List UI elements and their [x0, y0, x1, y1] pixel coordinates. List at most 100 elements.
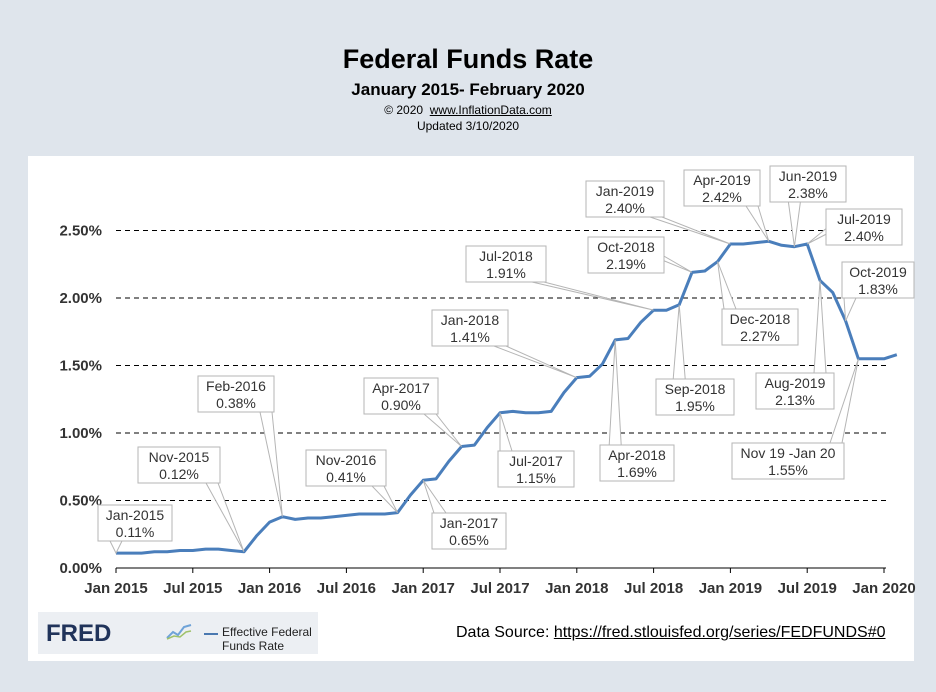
callout-date-label: Jul-2017 [509, 453, 563, 469]
fred-logo: FRED [46, 620, 112, 647]
x-tick-label: Jan 2017 [392, 580, 455, 597]
callout-date-label: Sep-2018 [665, 381, 726, 397]
callout-date-label: Jan-2015 [106, 507, 165, 523]
chart-subtitle: January 2015- February 2020 [351, 80, 585, 99]
callout-box [431, 512, 507, 550]
legend-line-swatch [204, 633, 218, 635]
callout-box [769, 165, 847, 203]
x-tick-label: Jan 2015 [84, 580, 147, 597]
series-line [116, 239, 898, 555]
callout-box [587, 236, 665, 274]
callout-leader [608, 339, 622, 446]
callout-leader [813, 280, 827, 374]
callout-date-label: Jan-2018 [441, 312, 500, 328]
legend-label: Effective Federal Funds Rate [222, 625, 312, 653]
callout-box [655, 378, 735, 416]
callout-leader [843, 297, 857, 322]
copyright-text: © 2020 [384, 103, 424, 117]
callout-date-label: Aug-2019 [765, 375, 826, 391]
callout-leader [717, 261, 737, 310]
callout-box [97, 504, 173, 542]
callout-value-label: 2.13% [775, 392, 815, 408]
y-tick-label: 2.50% [59, 223, 102, 240]
callout-box [465, 245, 547, 283]
callout-value-label: 0.11% [116, 524, 155, 540]
callout-value-label: 1.91% [486, 265, 526, 281]
chart-header: Federal Funds Rate January 2015- Februar… [0, 0, 936, 156]
callout-leader [493, 345, 578, 379]
updated-text: Updated 3/10/2020 [416, 119, 520, 133]
callout-date-label: Dec-2018 [730, 311, 791, 327]
callout-value-label: 1.15% [516, 470, 556, 486]
callout-value-label: 2.40% [844, 228, 884, 244]
callout-date-label: Apr-2017 [372, 380, 430, 396]
callout-value-label: 2.38% [788, 185, 828, 201]
x-tick-label: Jul 2015 [163, 580, 222, 597]
callout-box [363, 377, 439, 415]
callout-box [197, 375, 275, 413]
callout-value-label: 1.69% [617, 464, 657, 480]
callout-box [305, 449, 387, 487]
callout-value-label: 1.95% [675, 398, 715, 414]
callout-date-label: Oct-2019 [849, 264, 907, 280]
y-tick-label: 1.00% [59, 425, 102, 442]
callout-box [841, 261, 915, 299]
x-tick-label: Jan 2018 [545, 580, 608, 597]
chart-title: Federal Funds Rate [342, 44, 594, 74]
callout-leader [787, 201, 801, 247]
callout-leader [672, 304, 686, 380]
callout-box [585, 180, 665, 218]
source-link[interactable]: https://fred.stlouisfed.org/series/FEDFU… [553, 624, 886, 641]
callout-value-label: 1.83% [858, 281, 898, 297]
callout-value-label: 0.90% [381, 397, 421, 413]
data-source: Data Source: https://fred.stlouisfed.org… [456, 624, 886, 642]
callout-value-label: 0.12% [159, 466, 199, 482]
callout-leader [109, 540, 123, 555]
callout-date-label: Nov-2015 [149, 449, 210, 465]
y-tick-label: 2.00% [59, 290, 102, 307]
site-text: www.InflationData.com [429, 103, 552, 117]
x-tick-label: Jul 2017 [470, 580, 529, 597]
x-tick-label: Jul 2019 [778, 580, 837, 597]
callout-box [731, 442, 845, 480]
callout-leader [745, 205, 770, 242]
callout-value-label: 0.38% [216, 395, 256, 411]
callout-leader [531, 281, 654, 311]
callout-leader [370, 485, 399, 513]
callout-box [497, 450, 575, 488]
callout-value-label: 2.40% [605, 200, 645, 216]
x-tick-label: Jul 2018 [624, 580, 683, 597]
callout-value-label: 2.19% [606, 256, 646, 272]
callout-box [825, 208, 903, 246]
callout-value-label: 0.41% [326, 469, 366, 485]
callout-leader [499, 412, 513, 452]
source-label: Data Source: [456, 624, 554, 641]
callout-value-label: 2.27% [740, 328, 780, 344]
y-tick-label: 0.00% [59, 560, 102, 577]
callout-date-label: Apr-2018 [608, 447, 666, 463]
callout-box [683, 169, 761, 207]
x-tick-label: Jan 2019 [699, 580, 762, 597]
callout-date-label: Jan-2017 [440, 515, 499, 531]
callout-leader [205, 482, 245, 553]
callout-box [755, 372, 835, 410]
callout-date-label: Nov 19 -Jan 20 [741, 445, 836, 461]
callout-box [599, 444, 675, 482]
callout-leader [422, 413, 462, 447]
callout-date-label: Jul-2018 [479, 248, 533, 264]
callout-value-label: 0.65% [449, 532, 489, 548]
callout-date-label: Apr-2019 [693, 172, 751, 188]
x-tick-label: Jan 2020 [852, 580, 915, 597]
callout-value-label: 1.41% [450, 329, 490, 345]
callout-date-label: Jan-2019 [596, 183, 655, 199]
y-tick-label: 1.50% [59, 358, 102, 375]
credit-line: © 2020 www.InflationData.com [0, 103, 936, 117]
callout-date-label: Oct-2018 [597, 239, 655, 255]
callout-box [137, 446, 221, 484]
callout-date-label: Nov-2016 [316, 452, 377, 468]
callout-date-label: Feb-2016 [206, 378, 266, 394]
callout-date-label: Jun-2019 [779, 168, 838, 184]
callout-box [431, 309, 509, 347]
mini-chart-icon [166, 624, 192, 640]
